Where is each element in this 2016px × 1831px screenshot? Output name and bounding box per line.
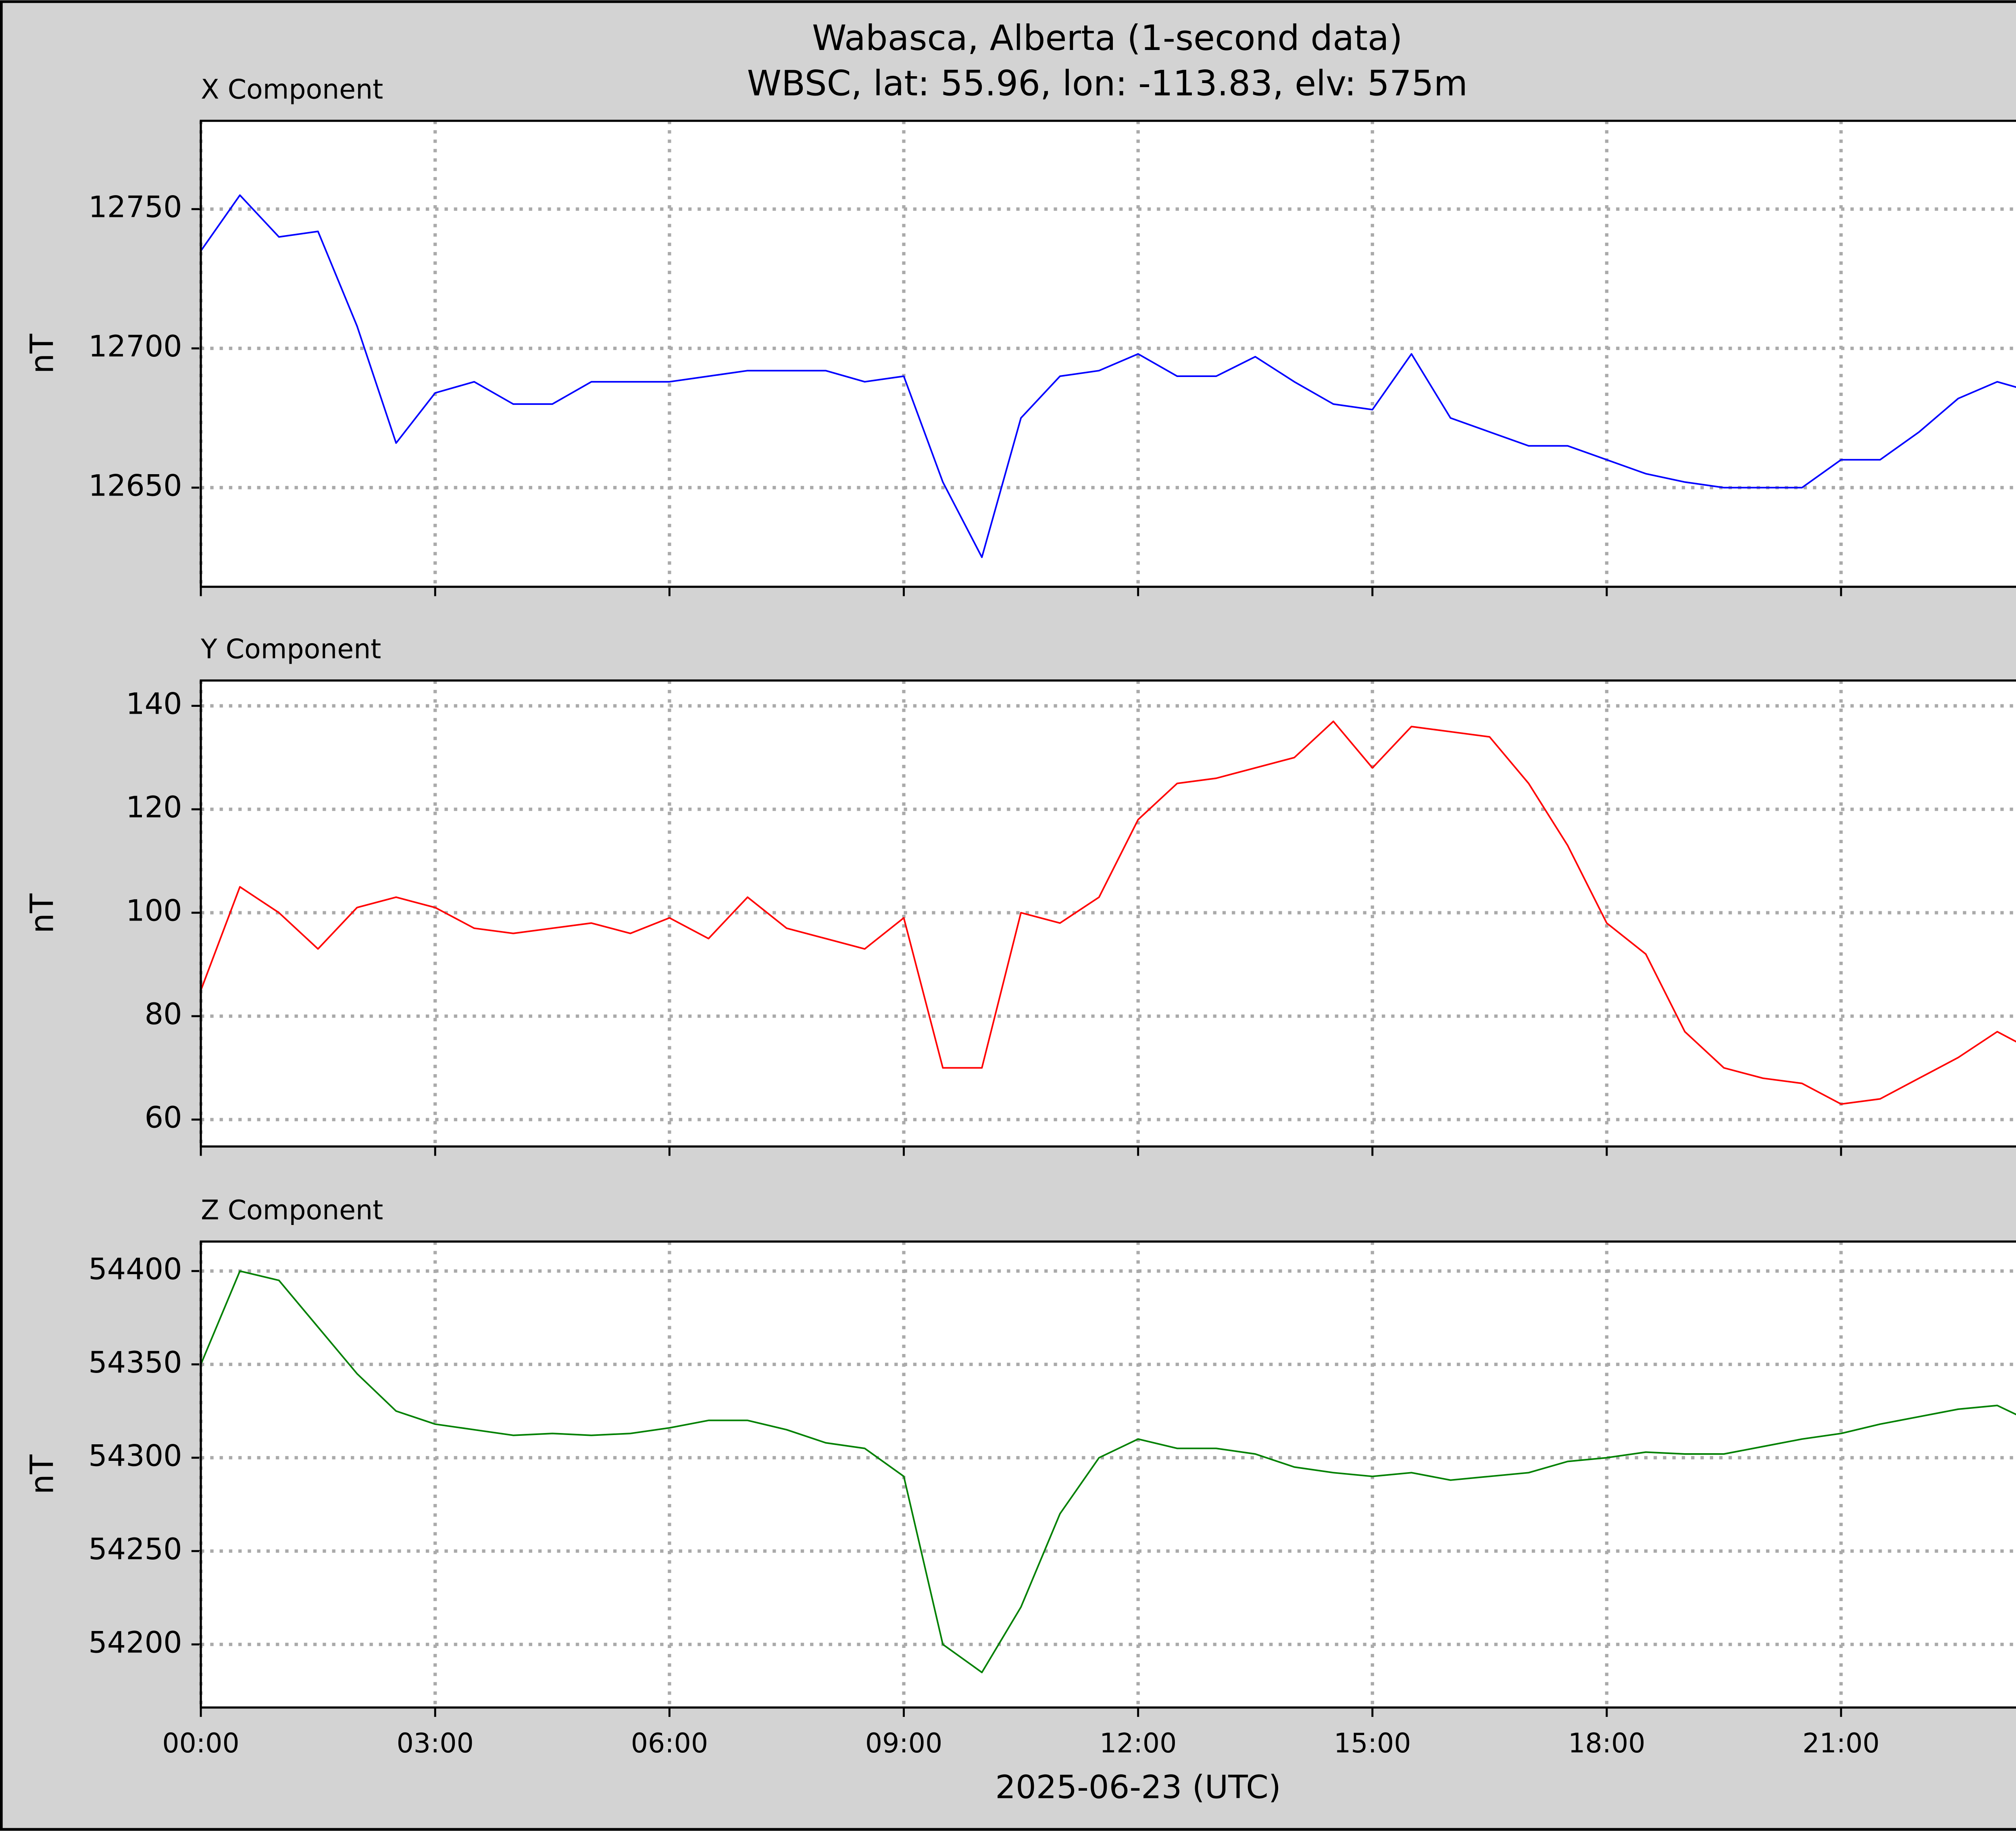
x-tick-label: 03:00 (397, 1727, 474, 1759)
x-tick-label: 18:00 (1568, 1727, 1645, 1759)
y-axis-label: nT (23, 894, 61, 934)
x-tick-label: 09:00 (865, 1727, 942, 1759)
y-axis-label: nT (23, 334, 61, 374)
panel-title: Z Component (201, 1194, 383, 1226)
data-line (200, 194, 2016, 558)
data-line (200, 1270, 2016, 1673)
y-tick-label: 54250 (88, 1532, 182, 1566)
figure-title: Wabasca, Alberta (1-second data) (812, 18, 1403, 58)
y-tick-label: 54200 (88, 1625, 182, 1660)
y-tick-label: 54300 (88, 1439, 182, 1473)
panel-title: Y Component (200, 633, 381, 665)
x-tick-label: 15:00 (1334, 1727, 1411, 1759)
x-tick-label: 00:00 (162, 1727, 239, 1759)
data-line (200, 721, 2016, 1105)
plot-frame (200, 679, 2016, 1148)
y-tick-label: 60 (145, 1101, 182, 1135)
y-tick-label: 54400 (88, 1252, 182, 1286)
y-tick-label: 140 (126, 687, 182, 721)
y-tick-label: 12750 (88, 190, 182, 225)
y-axis-label: nT (23, 1454, 61, 1495)
plot-frame (200, 1240, 2016, 1709)
y-tick-label: 12650 (88, 469, 182, 503)
plot-area (201, 121, 2016, 587)
y-tick-label: 54350 (88, 1346, 182, 1380)
x-tick-label: 12:00 (1100, 1727, 1177, 1759)
y-tick-label: 100 (126, 894, 182, 928)
figure-subtitle: WBSC, lat: 55.96, lon: -113.83, elv: 575… (747, 64, 1468, 104)
x-axis-label: 2025-06-23 (UTC) (995, 1768, 1281, 1806)
y-tick-label: 12700 (88, 329, 182, 364)
x-tick-label: 06:00 (631, 1727, 708, 1759)
y-tick-label: 80 (145, 997, 182, 1031)
panel-title: X Component (201, 74, 383, 105)
plot-area (201, 1241, 2016, 1708)
x-tick-label: 21:00 (1802, 1727, 1879, 1759)
y-tick-label: 120 (126, 790, 182, 825)
plot-frame (200, 119, 2016, 588)
